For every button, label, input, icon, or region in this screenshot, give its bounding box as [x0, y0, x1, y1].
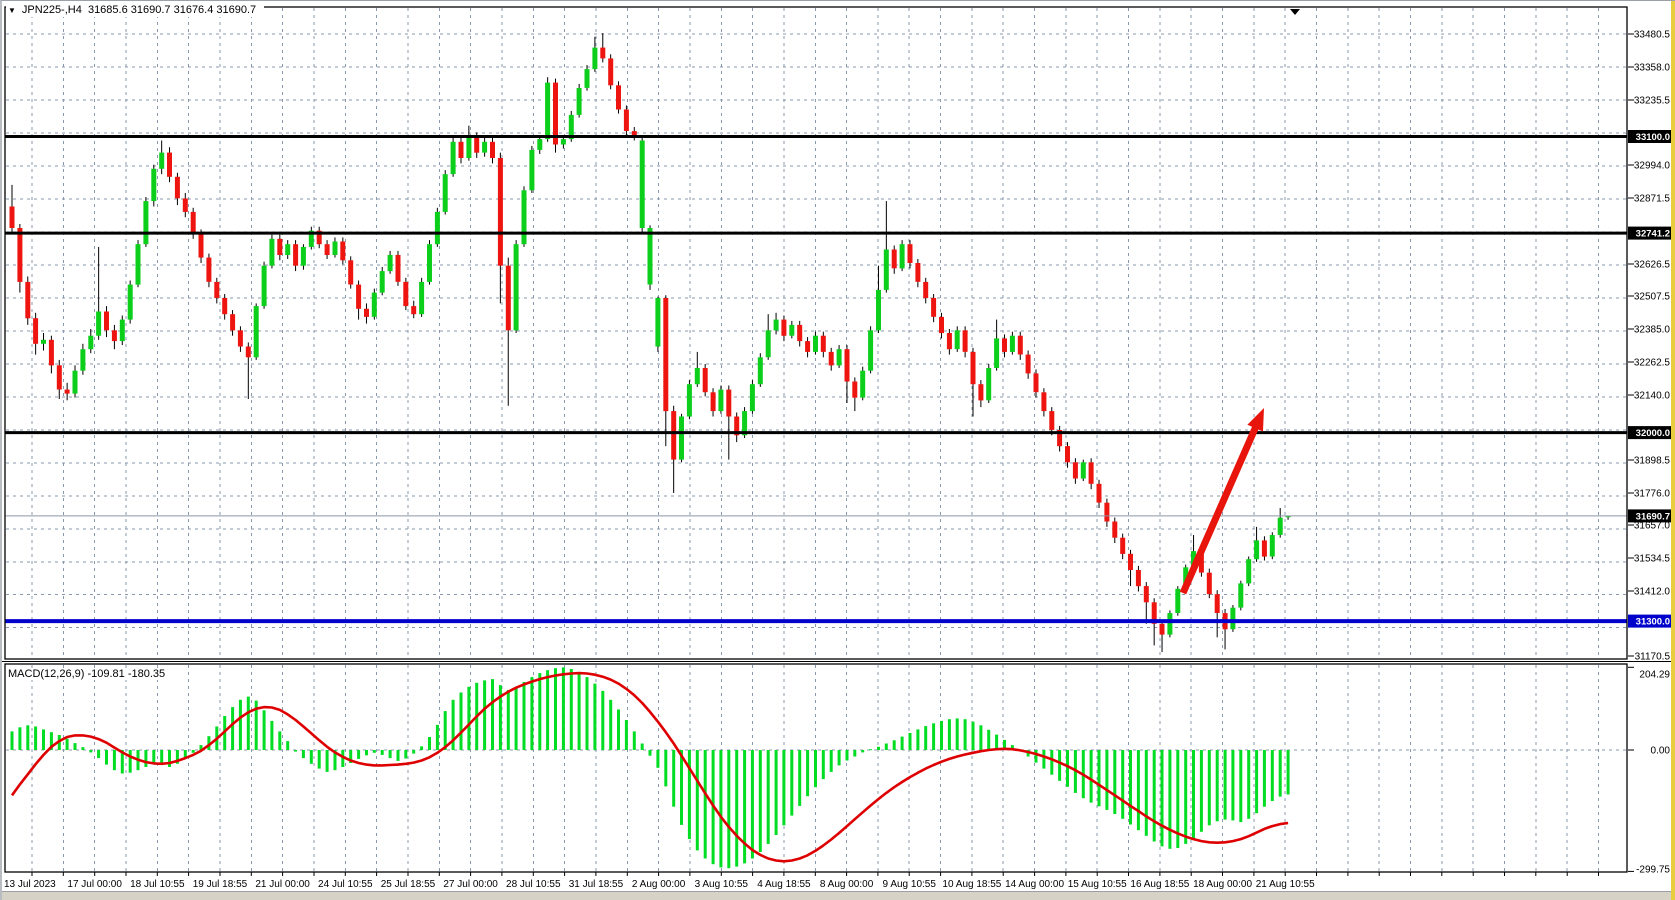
svg-text:31534.5: 31534.5	[1634, 554, 1671, 565]
time-axis-label: 13 Jul 2023	[4, 879, 56, 890]
svg-text:0.00: 0.00	[1651, 746, 1671, 757]
macd-signal-line	[10, 671, 1289, 863]
svg-text:31657.0: 31657.0	[1634, 521, 1671, 532]
time-axis-label: 16 Aug 18:55	[1130, 879, 1189, 890]
macd-series	[10, 667, 1290, 869]
level-lines[interactable]	[5, 135, 1627, 624]
time-axis-label: 14 Aug 00:00	[1005, 879, 1064, 890]
svg-text:31898.5: 31898.5	[1634, 456, 1671, 467]
time-axis-label: 25 Jul 18:55	[381, 879, 436, 890]
svg-text:32140.0: 32140.0	[1634, 391, 1671, 402]
level-price-label	[1628, 130, 1674, 143]
macd-indicator-label: MACD(12,26,9) -109.81 -180.35	[8, 668, 172, 680]
svg-text:31690.7: 31690.7	[1636, 511, 1670, 522]
svg-text:31412.0: 31412.0	[1634, 587, 1671, 598]
time-axis-label: 18 Jul 10:55	[130, 879, 185, 890]
time-axis-label: 28 Jul 10:55	[506, 879, 561, 890]
price-axis[interactable]: 33480.5 33358.0 33235.5 32994.0 32871.5 32626…	[1628, 30, 1674, 876]
svg-text:204.29: 204.29	[1639, 670, 1670, 681]
chart-shift-marker-icon	[1290, 9, 1300, 15]
svg-text:32385.0: 32385.0	[1634, 325, 1671, 336]
svg-text:32994.0: 32994.0	[1634, 161, 1671, 172]
panel-borders	[2, 6, 1675, 873]
level-price-label	[1628, 614, 1674, 628]
time-axis-label: 24 Jul 10:55	[318, 879, 373, 890]
time-axis-label: 2 Aug 00:00	[632, 879, 686, 890]
level-price-label	[1628, 426, 1674, 440]
svg-text:33235.5: 33235.5	[1634, 96, 1671, 107]
time-axis-label: 3 Aug 10:55	[695, 879, 749, 890]
svg-text:32000.0: 32000.0	[1636, 428, 1670, 439]
level-price-label	[1628, 226, 1674, 240]
grid-layer	[6, 8, 1626, 871]
time-axis-label: 9 Aug 10:55	[883, 879, 937, 890]
time-axis-label: 27 Jul 00:00	[443, 879, 498, 890]
time-axis-label: 10 Aug 18:55	[942, 879, 1001, 890]
svg-text:-299.75: -299.75	[1636, 865, 1670, 876]
svg-text:33480.5: 33480.5	[1634, 30, 1671, 41]
svg-text:32507.5: 32507.5	[1634, 292, 1671, 303]
time-axis[interactable]: 13 Jul 2023 17 Jul 00:00 18 Jul 10:55 19 Ju…	[4, 872, 1599, 890]
chart-header[interactable]: ▼ JPN225-,H4 31685.6 31690.7 31676.4 316…	[6, 3, 265, 17]
svg-text:31776.0: 31776.0	[1634, 489, 1671, 500]
time-axis-label: 18 Aug 00:00	[1193, 879, 1252, 890]
svg-text:33100.0: 33100.0	[1636, 132, 1670, 143]
time-axis-label: 17 Jul 00:00	[67, 879, 122, 890]
time-axis-label: 15 Aug 10:55	[1068, 879, 1127, 890]
chart-title-ohlc: JPN225-,H4 31685.6 31690.7 31676.4 31690…	[21, 4, 257, 16]
time-axis-label: 4 Aug 18:55	[757, 879, 811, 890]
time-axis-label: 21 Aug 10:55	[1256, 879, 1315, 890]
svg-text:32741.2: 32741.2	[1636, 229, 1670, 240]
window-bottom-edge	[2, 891, 1675, 900]
symbol-dropdown-icon[interactable]: ▼	[8, 5, 16, 15]
svg-text:31170.5: 31170.5	[1635, 652, 1671, 663]
window-right-edge	[1671, 1, 1675, 900]
last-price-label	[1628, 509, 1674, 523]
svg-text:32262.5: 32262.5	[1634, 358, 1671, 369]
trend-arrow-annotation[interactable]	[1179, 408, 1264, 595]
time-axis-label: 21 Jul 00:00	[255, 879, 310, 890]
svg-text:32871.5: 32871.5	[1634, 194, 1671, 205]
candlestick-series	[9, 33, 1291, 653]
time-axis-label: 8 Aug 00:00	[820, 879, 874, 890]
svg-text:32626.5: 32626.5	[1634, 260, 1671, 271]
time-axis-label: 19 Jul 18:55	[193, 879, 248, 890]
svg-text:31300.0: 31300.0	[1636, 617, 1670, 628]
svg-text:33358.0: 33358.0	[1634, 63, 1671, 74]
time-axis-label: 31 Jul 18:55	[569, 879, 624, 890]
